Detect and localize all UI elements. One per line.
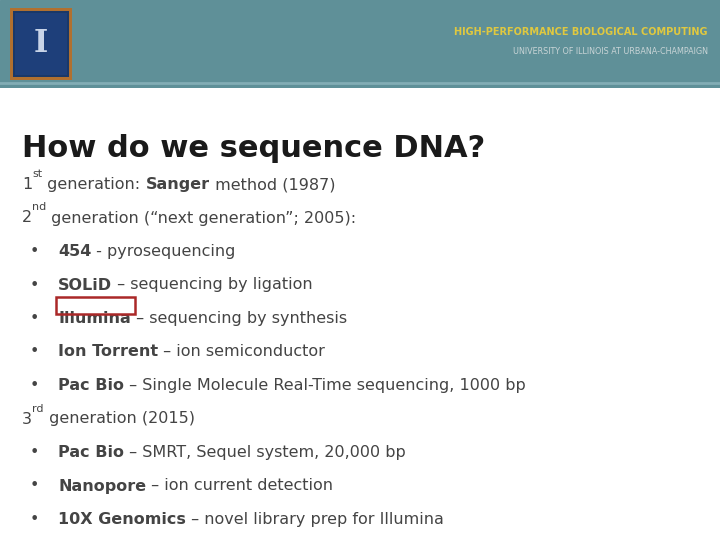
Text: 10X Genomics: 10X Genomics xyxy=(58,512,186,527)
Text: •: • xyxy=(30,378,40,393)
Text: – ion current detection: – ion current detection xyxy=(146,478,333,494)
Text: SOLiD: SOLiD xyxy=(58,278,112,293)
Text: •: • xyxy=(30,512,40,527)
Text: Pac Bio: Pac Bio xyxy=(58,445,124,460)
Bar xyxy=(10,8,72,80)
Text: – Single Molecule Real-Time sequencing, 1000 bp: – Single Molecule Real-Time sequencing, … xyxy=(124,378,526,393)
Text: •: • xyxy=(30,345,40,360)
Text: I: I xyxy=(34,29,48,59)
Text: •: • xyxy=(30,478,40,494)
Text: •: • xyxy=(30,311,40,326)
Text: 1: 1 xyxy=(22,177,32,192)
Text: •: • xyxy=(30,445,40,460)
Text: HIGH-PERFORMANCE BIOLOGICAL COMPUTING: HIGH-PERFORMANCE BIOLOGICAL COMPUTING xyxy=(454,27,708,37)
Text: •: • xyxy=(30,244,40,259)
Text: •: • xyxy=(30,278,40,293)
Text: generation:: generation: xyxy=(42,177,145,192)
Text: Nanopore: Nanopore xyxy=(58,478,146,494)
Text: method (1987): method (1987) xyxy=(210,177,336,192)
Text: generation (“next generation”; 2005):: generation (“next generation”; 2005): xyxy=(46,211,356,226)
Text: Pac Bio: Pac Bio xyxy=(58,378,124,393)
Text: – sequencing by ligation: – sequencing by ligation xyxy=(112,278,312,293)
Text: generation (2015): generation (2015) xyxy=(43,411,194,427)
Bar xyxy=(56,296,135,314)
Text: - pyrosequencing: - pyrosequencing xyxy=(91,244,235,259)
Text: 2: 2 xyxy=(22,211,32,226)
Text: – ion semiconductor: – ion semiconductor xyxy=(158,345,325,360)
Bar xyxy=(13,11,69,77)
Text: Illumina: Illumina xyxy=(58,311,131,326)
Text: st: st xyxy=(32,169,42,179)
Text: 454: 454 xyxy=(58,244,91,259)
Text: nd: nd xyxy=(32,202,46,213)
Text: – novel library prep for Illumina: – novel library prep for Illumina xyxy=(186,512,444,527)
Text: rd: rd xyxy=(32,403,43,414)
Text: How do we sequence DNA?: How do we sequence DNA? xyxy=(22,134,485,163)
Text: – sequencing by synthesis: – sequencing by synthesis xyxy=(131,311,347,326)
Bar xyxy=(15,13,67,75)
Text: Ion Torrent: Ion Torrent xyxy=(58,345,158,360)
Text: 3: 3 xyxy=(22,411,32,427)
Text: – SMRT, Sequel system, 20,000 bp: – SMRT, Sequel system, 20,000 bp xyxy=(124,445,406,460)
Text: Sanger: Sanger xyxy=(145,177,210,192)
Text: UNIVERSITY OF ILLINOIS AT URBANA-CHAMPAIGN: UNIVERSITY OF ILLINOIS AT URBANA-CHAMPAI… xyxy=(513,48,708,57)
